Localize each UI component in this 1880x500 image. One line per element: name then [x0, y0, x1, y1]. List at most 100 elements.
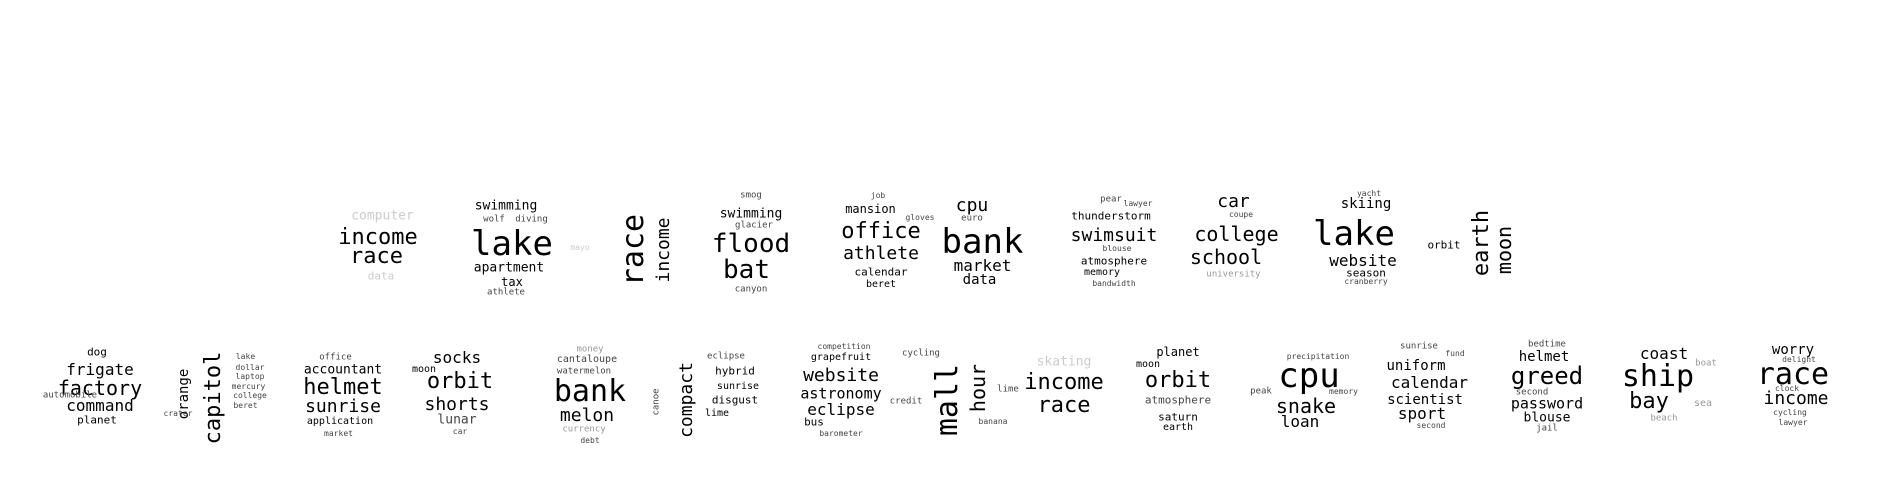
cloud-word: fund — [1445, 349, 1465, 359]
cloud-word: saturn — [1158, 410, 1198, 424]
cloud-word: race — [1037, 393, 1091, 418]
cloud-word: website — [1329, 250, 1397, 270]
cloud-word: pear — [1100, 194, 1122, 205]
word-cloud-3: race income mayo — [562, 190, 712, 310]
cloud-word: socks — [432, 348, 482, 367]
cloud-word: bedtime — [1528, 339, 1566, 350]
cloud-word: orbit — [1427, 238, 1461, 252]
word-cloud-5: job mansion gloves office athlete calendar ber… — [803, 190, 953, 310]
cloud-word: barometer — [819, 428, 863, 438]
cloud-word: snake — [1275, 394, 1337, 418]
cloud-word: earth — [1162, 421, 1194, 433]
cloud-word: lunar — [437, 412, 477, 428]
cloud-word: grapefruit — [810, 352, 872, 363]
cloud-word: earth — [1468, 209, 1494, 276]
cloud-word: lime — [997, 384, 1019, 395]
cloud-word: mansion — [845, 202, 896, 217]
cloud-word: car — [1217, 191, 1250, 212]
cloud-word: office — [319, 352, 352, 363]
cloud-word: password — [1510, 394, 1584, 413]
word-cloud-14: socks moon orbit shorts lunar car — [385, 340, 535, 460]
word-cloud-22: sunrise fund uniform calendar scientist sport… — [1347, 340, 1497, 460]
cloud-word: astronomy — [800, 384, 882, 403]
cloud-word: worry — [1771, 341, 1815, 358]
cloud-word: bank — [553, 373, 627, 409]
word-cloud-12: orange capitol lake dollar laptop mercury coll… — [151, 340, 301, 460]
cloud-word: flood — [711, 229, 791, 259]
cloud-word: watermelon — [556, 366, 612, 377]
cloud-word: moon — [411, 364, 437, 375]
cloud-word: banana — [978, 416, 1008, 426]
cloud-word: eclipse — [707, 351, 745, 362]
cloud-word: application — [306, 415, 374, 427]
cloud-word: mayo — [570, 242, 590, 252]
cloud-word: lawyer — [1123, 199, 1153, 209]
cloud-word: race — [616, 213, 651, 287]
cloud-word: skating — [1036, 354, 1092, 370]
cloud-word: helmet — [303, 375, 383, 400]
cloud-word: swimming — [474, 198, 538, 214]
cloud-word: bus — [804, 415, 824, 429]
cloud-word: bandwidth — [1092, 278, 1136, 288]
cloud-word: income — [338, 225, 418, 250]
cloud-word: ship — [1621, 359, 1695, 395]
cloud-word: season — [1346, 266, 1386, 280]
cloud-word: beret — [865, 278, 897, 290]
cloud-word: debt — [580, 435, 600, 445]
cloud-word: canyon — [734, 284, 768, 295]
cloud-word: race — [350, 244, 403, 270]
cloud-word: sunrise — [305, 396, 381, 418]
word-cloud-8: car coupe college school university — [1154, 190, 1304, 310]
cloud-word: income — [653, 217, 674, 283]
cloud-word: swimsuit — [1070, 224, 1158, 246]
cloud-word: uniform — [1386, 358, 1446, 375]
word-cloud-11: dog frigate factory command automobile planet — [25, 340, 175, 460]
word-cloud-10: orbit earth moon — [1399, 190, 1549, 310]
cloud-word: job — [870, 191, 886, 200]
cloud-word: moon — [1492, 225, 1516, 275]
cloud-word: planet — [1156, 345, 1200, 359]
cloud-word: bay — [1629, 389, 1669, 415]
word-cloud-4: smog swimming glacier flood bat canyon — [676, 190, 826, 310]
cloud-word: precipitation — [1286, 351, 1350, 361]
cloud-word: memory — [1329, 386, 1358, 396]
cloud-word: lime — [704, 408, 730, 420]
cloud-word: currency — [562, 424, 606, 435]
cloud-word: diving — [515, 214, 548, 225]
cloud-word: beach — [1650, 413, 1678, 424]
cloud-word: university — [1206, 269, 1261, 280]
cloud-word: cranberry — [1344, 277, 1388, 287]
cloud-word: smog — [740, 190, 762, 201]
cloud-word: moon — [1135, 359, 1161, 371]
cloud-word: dog — [87, 345, 107, 359]
cloud-word: disgust — [711, 393, 759, 407]
cloud-word: cantaloupe — [556, 354, 618, 366]
cloud-word: coast — [1639, 344, 1689, 364]
cloud-word: cycling — [1773, 408, 1807, 418]
cloud-word: gloves — [905, 212, 935, 222]
cloud-word: canoe — [651, 388, 662, 416]
word-cloud-18: cycling mall hour credit lime banana — [876, 340, 1026, 460]
cloud-word: competition — [817, 342, 871, 352]
cloud-word: data — [962, 272, 997, 288]
cloud-word: helmet — [1518, 348, 1570, 365]
word-cloud-23: bedtime helmet greed second password blouse ja… — [1472, 340, 1622, 460]
cloud-word: income — [1763, 387, 1829, 409]
cloud-word: swimming — [719, 206, 783, 222]
word-cloud-1: computer income race data — [318, 190, 468, 310]
cloud-word: bat — [723, 255, 770, 286]
cloud-word: college — [1194, 222, 1279, 247]
cloud-word: mall — [930, 363, 965, 437]
word-cloud-13: office accountant helmet sunrise application… — [268, 340, 418, 460]
cloud-word: bank — [941, 221, 1024, 262]
cloud-word: shorts — [424, 393, 490, 415]
cloud-word: money — [576, 344, 604, 355]
cloud-word: second — [1416, 421, 1446, 431]
cloud-word: mercury — [231, 381, 266, 391]
cloud-word: glacier — [735, 220, 773, 231]
cloud-word: wolf — [483, 214, 505, 225]
word-cloud-21: precipitation cpu peak memory snake loan — [1231, 340, 1381, 460]
cloud-word: sunrise — [716, 380, 760, 392]
word-cloud-9: yacht skiing lake website season cranberry — [1282, 189, 1432, 310]
